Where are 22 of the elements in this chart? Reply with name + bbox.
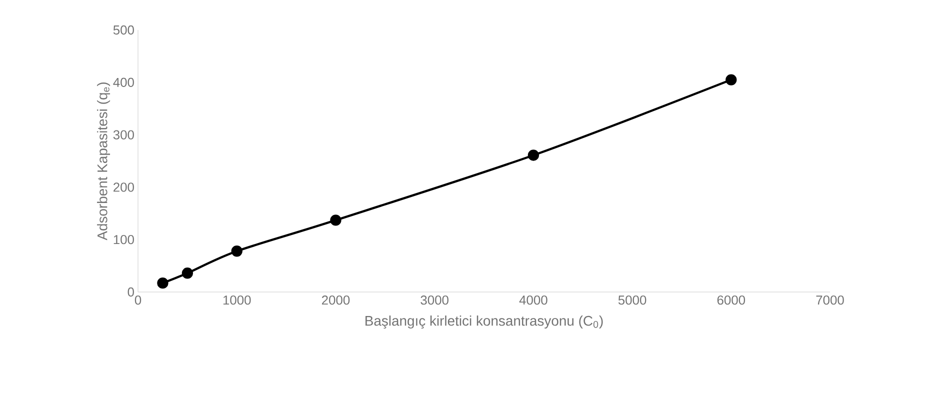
x-tick-label: 0 bbox=[134, 296, 142, 305]
point bbox=[157, 278, 168, 289]
x-tick-label: 1000 bbox=[223, 296, 251, 305]
y-tick-label: 500 bbox=[113, 25, 134, 35]
x-tick-label: 3000 bbox=[420, 296, 448, 305]
y-tick-label: 0 bbox=[128, 287, 134, 297]
x-tick-label: 6000 bbox=[717, 296, 746, 305]
x-axis-title: Başlangıç kirletici konsantrasyonu (C$_{0}$) bbox=[366, 316, 603, 329]
x-tick-label: 2000 bbox=[322, 296, 350, 305]
point bbox=[330, 214, 342, 226]
y-tick-label: 100 bbox=[114, 235, 134, 244]
point bbox=[528, 150, 540, 161]
y-tick-label: 400 bbox=[113, 78, 134, 87]
y-tick-label: 200 bbox=[114, 182, 134, 192]
x-tick-label: 4000 bbox=[519, 296, 548, 305]
point bbox=[726, 74, 737, 86]
x-tick-label: 7000 bbox=[816, 296, 844, 305]
point bbox=[231, 246, 242, 257]
y-tick-label: 300 bbox=[113, 130, 134, 140]
y-axis-title: Adsorbent Kapasitesi (q$_{e}$) bbox=[97, 82, 110, 240]
point bbox=[182, 268, 194, 279]
x-tick-label: 5000 bbox=[618, 296, 646, 305]
